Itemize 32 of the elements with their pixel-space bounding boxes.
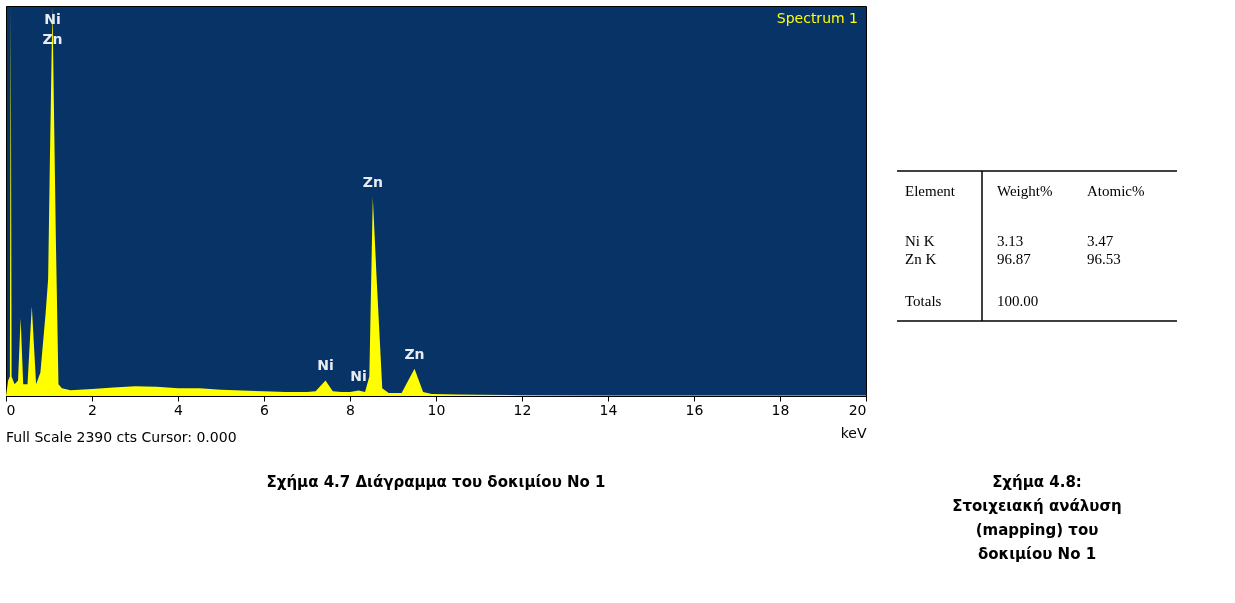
annotation: Zn <box>362 174 383 191</box>
text: Σχήμα 4.8: Στοιχειακή ανάλυση (mapping) του δοκιμίου No 1 <box>952 473 1122 563</box>
text: Full Scale 2390 cts Cursor: 0.000 <box>6 429 237 445</box>
x-tick-label: 0 <box>6 401 16 418</box>
x-tick-label: 10 <box>427 401 446 418</box>
annotation: Ni <box>317 357 334 374</box>
text: Zn K <box>905 251 937 267</box>
text: Element <box>905 183 956 199</box>
x-tick-label: 6 <box>260 401 270 418</box>
text: Weight% <box>997 183 1053 199</box>
x-tick-label: 18 <box>771 401 790 418</box>
x-tick-label: 14 <box>599 401 618 418</box>
text: 100.00 <box>997 293 1039 309</box>
x-tick-label: 12 <box>513 401 532 418</box>
text: Ni K <box>905 233 935 249</box>
text: 96.53 <box>1087 251 1121 267</box>
text: Atomic% <box>1087 183 1145 199</box>
x-tick-label: 20 <box>848 401 867 418</box>
annotation: Ni <box>44 11 61 27</box>
annotation: Zn <box>404 345 425 362</box>
x-tick-label: 8 <box>346 401 355 418</box>
text: Totals <box>905 293 942 309</box>
text: Σχήμα 4.7 Διάγραμμα του δοκιμίου No 1 <box>266 473 606 491</box>
x-axis-title: keV <box>840 424 867 441</box>
annotation: Ni <box>350 367 367 384</box>
chart-title: Spectrum 1 <box>776 10 858 26</box>
text: 3.13 <box>997 233 1024 249</box>
text: 96.87 <box>997 251 1032 267</box>
x-tick-label: 2 <box>88 401 97 418</box>
text: 3.47 <box>1087 233 1114 249</box>
x-tick-label: 4 <box>174 401 184 418</box>
x-tick-label: 16 <box>685 401 704 418</box>
